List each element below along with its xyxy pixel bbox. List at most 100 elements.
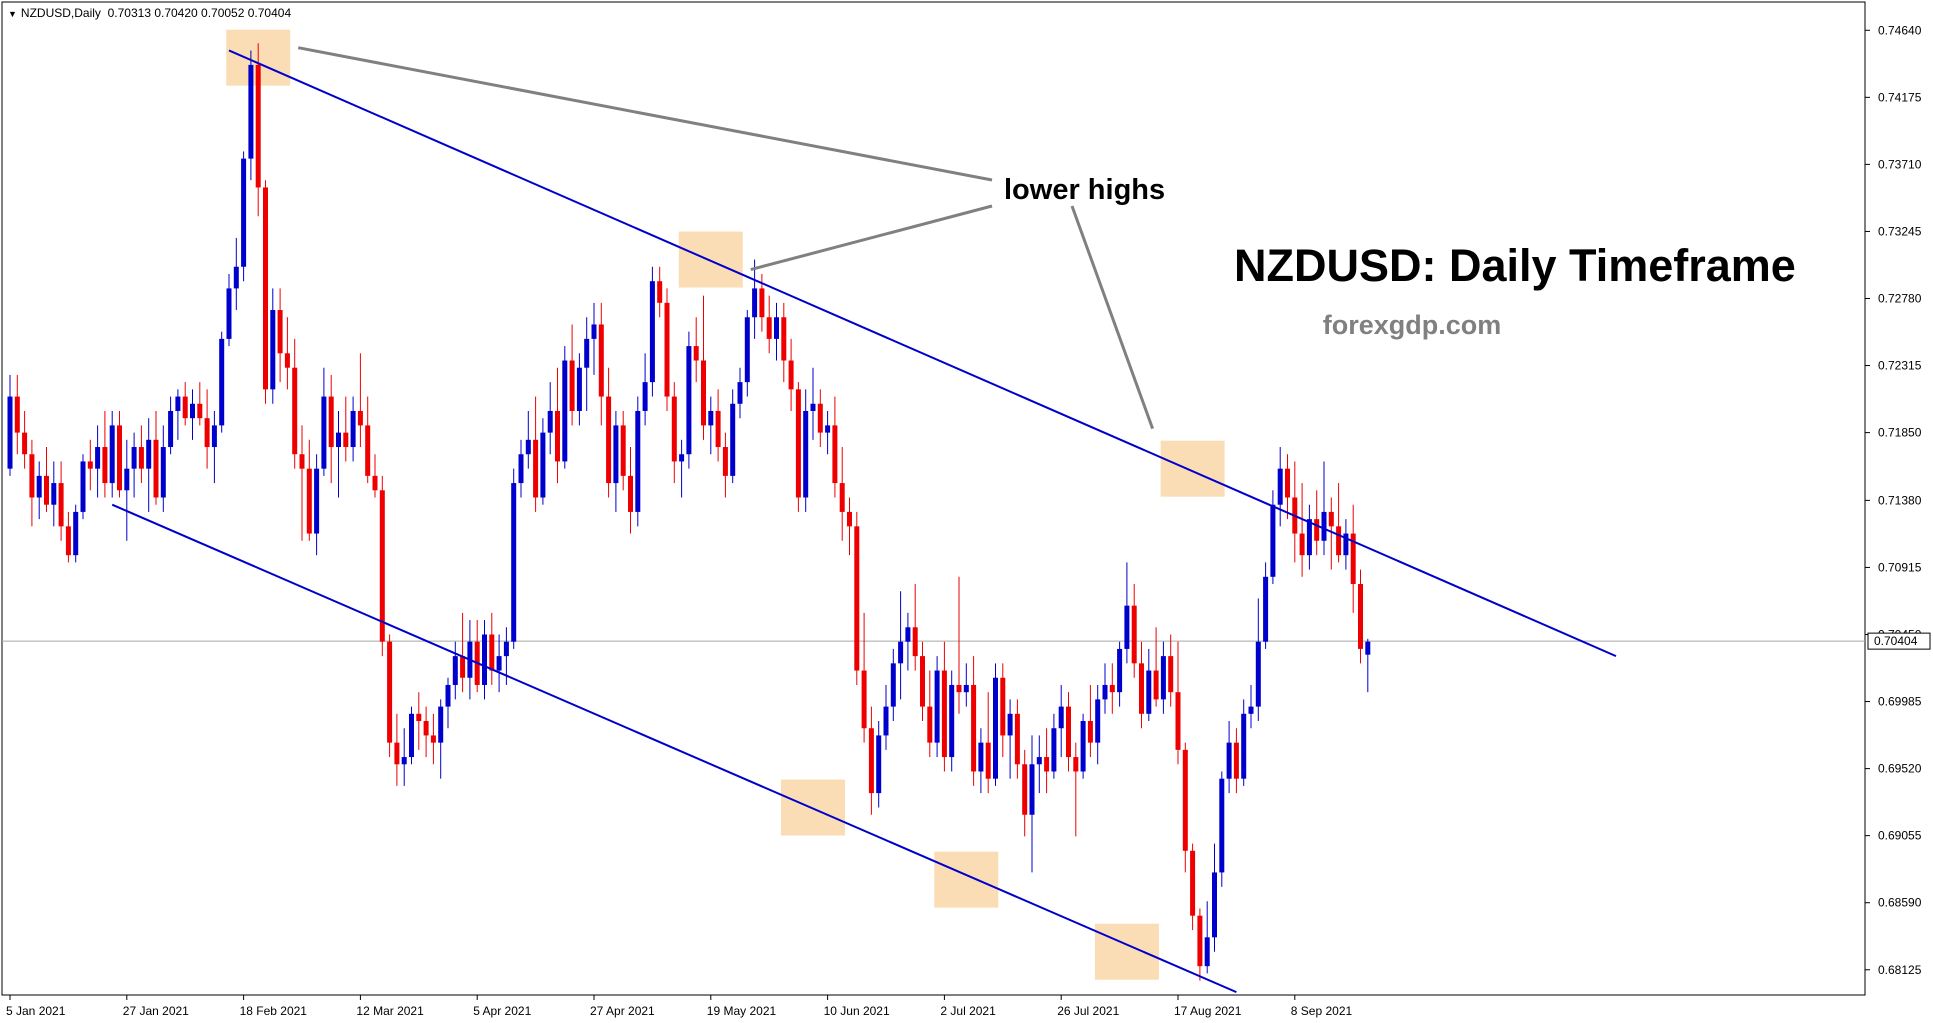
candle-body: [1343, 533, 1349, 556]
candle-body: [160, 447, 166, 498]
annotation-connectors: [297, 46, 1155, 430]
candle-body: [1270, 504, 1276, 577]
highlight-box: [678, 231, 743, 288]
current-price-tag: 0.70404: [1867, 632, 1931, 650]
candle-body: [1175, 692, 1181, 750]
candle-body: [920, 656, 925, 707]
candle-body: [248, 64, 254, 159]
candle-body: [832, 425, 838, 484]
candle-body: [14, 396, 20, 433]
candle-body: [255, 64, 261, 188]
candle-body: [730, 403, 736, 476]
candle-body: [525, 439, 531, 455]
candle-body: [825, 425, 831, 433]
candle-body: [1226, 742, 1232, 779]
candle-body: [766, 317, 772, 339]
current-price-tag-box: [1867, 632, 1931, 650]
candle-body: [357, 410, 363, 426]
candle-body: [1160, 656, 1166, 700]
candle-body: [715, 410, 721, 448]
candle-body: [7, 396, 13, 469]
candle-body: [299, 454, 305, 469]
candle-body: [416, 713, 422, 722]
candle-body: [1022, 764, 1028, 815]
highlight-boxes: [226, 29, 1225, 980]
candle-body: [284, 353, 290, 368]
candle-body: [219, 338, 225, 426]
candle-body: [1131, 605, 1137, 664]
candle-body: [328, 396, 334, 448]
x-tick-label: 5 Apr 2021: [473, 1004, 531, 1018]
ohlc-values: 0.70313 0.70420 0.70052 0.70404: [107, 6, 292, 20]
candle-body: [1014, 713, 1020, 765]
candle-body: [613, 425, 619, 484]
candle-body: [489, 634, 495, 671]
candle-body: [518, 454, 524, 484]
candle-body: [73, 511, 79, 556]
candle-body: [774, 317, 779, 339]
candle-body: [1321, 511, 1327, 541]
candle-body: [1248, 706, 1254, 714]
candle-body: [372, 475, 378, 491]
candle-body: [1255, 641, 1261, 707]
watermark: forexgdp.com: [1323, 310, 1502, 340]
candle-body: [584, 338, 590, 368]
candle-body: [1044, 757, 1050, 772]
candle-body: [693, 346, 699, 361]
candle-body: [1336, 526, 1342, 556]
candle-body: [576, 367, 582, 411]
candle-body: [51, 483, 57, 505]
candle-body: [671, 396, 677, 462]
candle-body: [1102, 684, 1108, 700]
candle-body: [445, 684, 451, 707]
candle-body: [759, 288, 765, 318]
candle-body: [226, 288, 232, 339]
candle-body: [190, 403, 195, 419]
candle-body: [540, 432, 546, 498]
candle-body: [679, 454, 685, 462]
candle-body: [80, 461, 86, 512]
candle-body: [847, 511, 852, 527]
candle-body: [533, 439, 539, 498]
candle-body: [131, 447, 137, 469]
candle-body: [233, 266, 239, 289]
candle-body: [1197, 915, 1203, 967]
annotation-lower-highs: lower highs: [1004, 174, 1165, 206]
x-tick-label: 19 May 2021: [707, 1004, 777, 1018]
candle-body: [263, 187, 268, 390]
chart-header: ▼ NZDUSD,Daily 0.70313 0.70420 0.70052 0.…: [8, 6, 291, 20]
candle-body: [438, 706, 444, 743]
candle-body: [1109, 684, 1115, 693]
candle-body: [22, 432, 28, 455]
candle-body: [803, 410, 809, 498]
x-tick-label: 26 Jul 2021: [1057, 1004, 1119, 1018]
candle-body: [387, 641, 393, 743]
candle-body: [1146, 670, 1152, 714]
candle-body: [642, 382, 648, 411]
candle-body: [1219, 778, 1225, 873]
candle-body: [175, 396, 181, 411]
candle-body: [664, 302, 670, 397]
candle-body: [555, 410, 560, 462]
candle-body: [1277, 468, 1283, 505]
candle-body: [153, 439, 159, 498]
candle-body: [270, 310, 276, 390]
candle-body: [343, 432, 349, 448]
candle-body: [36, 475, 42, 498]
candle-body: [1087, 721, 1093, 743]
y-tick-label: 0.69055: [1878, 829, 1922, 843]
y-tick-label: 0.71380: [1878, 493, 1922, 507]
candle-body: [562, 360, 568, 462]
trendlines: [111, 49, 1617, 994]
candle-body: [569, 360, 575, 411]
candle-body: [1007, 713, 1013, 736]
x-tick-label: 17 Aug 2021: [1174, 1004, 1242, 1018]
candle-body: [336, 432, 341, 448]
candle-body: [321, 396, 327, 469]
candle-body: [1139, 663, 1144, 714]
candle-body: [934, 670, 940, 743]
candle-body: [657, 281, 663, 303]
candle-body: [1080, 721, 1086, 772]
